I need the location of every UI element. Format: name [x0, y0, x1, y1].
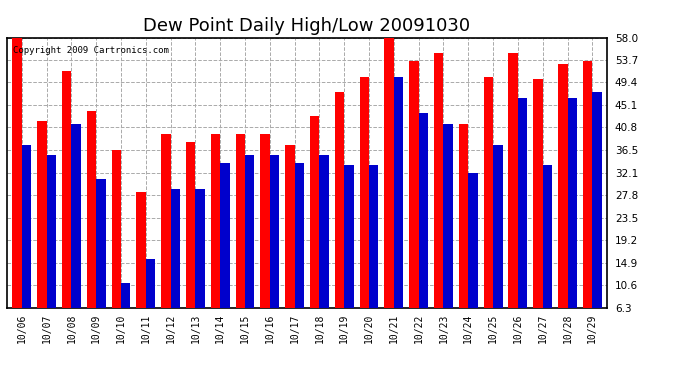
Bar [71, 124, 81, 340]
Bar [459, 124, 469, 340]
Bar [270, 155, 279, 340]
Bar [310, 116, 319, 340]
Bar [47, 155, 56, 340]
Bar [245, 155, 255, 340]
Bar [170, 189, 180, 340]
Bar [469, 173, 477, 340]
Bar [146, 260, 155, 340]
Bar [319, 155, 329, 340]
Bar [96, 178, 106, 340]
Bar [112, 150, 121, 340]
Bar [220, 163, 230, 340]
Bar [121, 283, 130, 340]
Bar [37, 121, 47, 340]
Bar [22, 144, 31, 340]
Bar [384, 38, 394, 340]
Text: Copyright 2009 Cartronics.com: Copyright 2009 Cartronics.com [13, 46, 169, 55]
Bar [493, 144, 502, 340]
Bar [195, 189, 205, 340]
Bar [394, 76, 403, 340]
Bar [12, 38, 22, 340]
Bar [533, 79, 543, 340]
Bar [509, 53, 518, 340]
Bar [211, 134, 220, 340]
Bar [235, 134, 245, 340]
Bar [260, 134, 270, 340]
Bar [335, 92, 344, 340]
Bar [137, 192, 146, 340]
Bar [295, 163, 304, 340]
Bar [87, 111, 96, 340]
Bar [558, 64, 567, 340]
Bar [161, 134, 170, 340]
Bar [359, 76, 369, 340]
Bar [409, 61, 419, 340]
Bar [369, 165, 379, 340]
Bar [62, 72, 71, 341]
Bar [444, 124, 453, 340]
Bar [419, 113, 428, 340]
Bar [543, 165, 552, 340]
Bar [583, 61, 592, 340]
Bar [567, 98, 577, 340]
Bar [434, 53, 444, 340]
Bar [484, 76, 493, 340]
Bar [186, 142, 195, 340]
Bar [285, 144, 295, 340]
Bar [518, 98, 527, 340]
Bar [592, 92, 602, 340]
Title: Dew Point Daily High/Low 20091030: Dew Point Daily High/Low 20091030 [144, 16, 471, 34]
Bar [344, 165, 354, 340]
